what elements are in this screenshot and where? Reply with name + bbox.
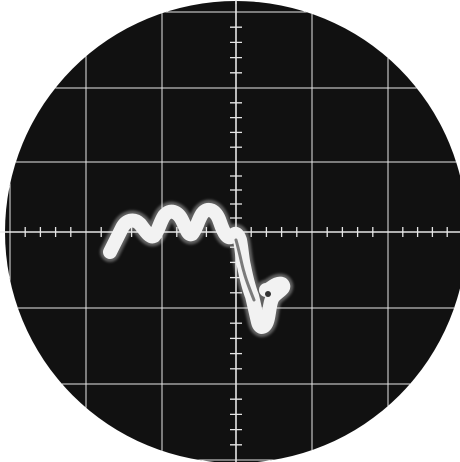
axis-stubs (0, 0, 237, 233)
trace-dark-core (234, 238, 256, 302)
signal-trace (100, 199, 294, 337)
trace-dark-spot (265, 291, 271, 297)
trace-body (103, 202, 291, 334)
